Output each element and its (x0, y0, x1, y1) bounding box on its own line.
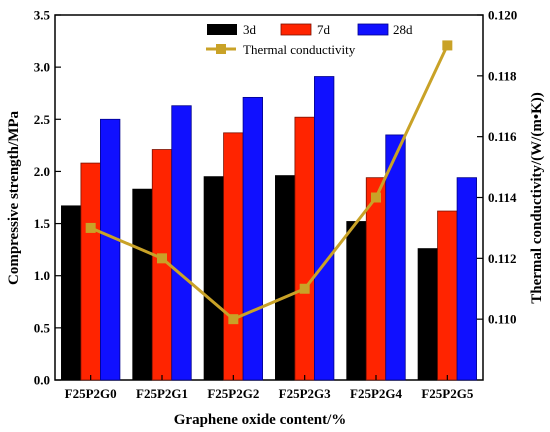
thermal-conductivity-point-F25P2G2 (228, 314, 239, 325)
legend-label-3d: 3d (243, 22, 257, 37)
bar-3d-F25P2G0 (61, 205, 82, 381)
y2-axis-title: Thermal conductivity/(W/(m•K)) (529, 92, 545, 303)
y-tick-label: 1.5 (34, 216, 51, 231)
legend-swatch-28d (357, 23, 389, 36)
bar-3d-F25P2G5 (417, 248, 438, 381)
bar-28d-F25P2G1 (171, 105, 192, 381)
line-layer (85, 40, 453, 325)
bar-3d-F25P2G3 (275, 175, 296, 381)
bar-7d-F25P2G5 (437, 210, 458, 381)
x-tick-label: F25P2G3 (279, 386, 331, 401)
x-tick-label: F25P2G5 (421, 386, 473, 401)
legend: 3d 7d 28d Thermal conductivity (206, 22, 413, 57)
y-tick-label: 1.0 (34, 268, 50, 283)
y-tick-label: 0.0 (34, 373, 50, 388)
x-tick-label: F25P2G0 (65, 386, 117, 401)
bar-28d-F25P2G4 (385, 134, 406, 381)
thermal-conductivity-point-F25P2G1 (157, 253, 167, 264)
y-tick-label: 2.5 (34, 112, 51, 127)
bar-7d-F25P2G2 (223, 132, 244, 381)
y2-tick-label: 0.110 (488, 312, 517, 327)
y2-tick-label: 0.118 (488, 68, 517, 83)
thermal-conductivity-line (90, 44, 449, 321)
bar-3d-F25P2G4 (346, 221, 367, 381)
thermal-conductivity-point-F25P2G0 (85, 222, 96, 233)
thermal-conductivity-point-F25P2G4 (371, 192, 381, 203)
bar-28d-F25P2G3 (314, 76, 335, 381)
legend-marker-thermal (216, 44, 226, 54)
ticks-layer: F25P2G0 F25P2G1 F25P2G2 F25P2G3 F25P2G4 F25P2… (34, 8, 518, 402)
bar-3d-F25P2G1 (132, 188, 153, 381)
legend-label-28d: 28d (393, 22, 413, 37)
legend-swatch-7d (280, 23, 312, 36)
bar-7d-F25P2G0 (80, 162, 101, 381)
y-tick-label: 3.5 (34, 8, 51, 23)
bar-7d-F25P2G3 (294, 116, 315, 381)
y-axis-title: Compressive strength/MPa (6, 110, 22, 285)
y2-tick-label: 0.112 (488, 251, 517, 266)
y-tick-label: 0.5 (34, 320, 51, 335)
x-tick-label: F25P2G4 (350, 386, 402, 401)
y2-tick-label: 0.120 (488, 8, 517, 23)
legend-label-7d: 7d (317, 22, 331, 37)
legend-swatch-3d (207, 24, 237, 35)
x-tick-label: F25P2G1 (136, 386, 188, 401)
bars-layer (61, 76, 477, 381)
x-tick-label: F25P2G2 (207, 386, 259, 401)
y-tick-label: 3.0 (34, 60, 50, 75)
y-tick-label: 2.0 (34, 164, 50, 179)
bar-3d-F25P2G2 (203, 176, 224, 381)
y2-tick-label: 0.114 (488, 190, 517, 205)
thermal-conductivity-point-F25P2G5 (442, 40, 453, 51)
thermal-conductivity-point-F25P2G3 (299, 283, 310, 294)
bar-28d-F25P2G5 (456, 177, 477, 381)
bar-28d-F25P2G0 (100, 118, 121, 381)
legend-label-thermal: Thermal conductivity (243, 42, 356, 57)
x-axis-title: Graphene oxide content/% (174, 412, 347, 428)
y2-tick-label: 0.116 (488, 129, 517, 144)
bar-28d-F25P2G2 (242, 96, 263, 381)
